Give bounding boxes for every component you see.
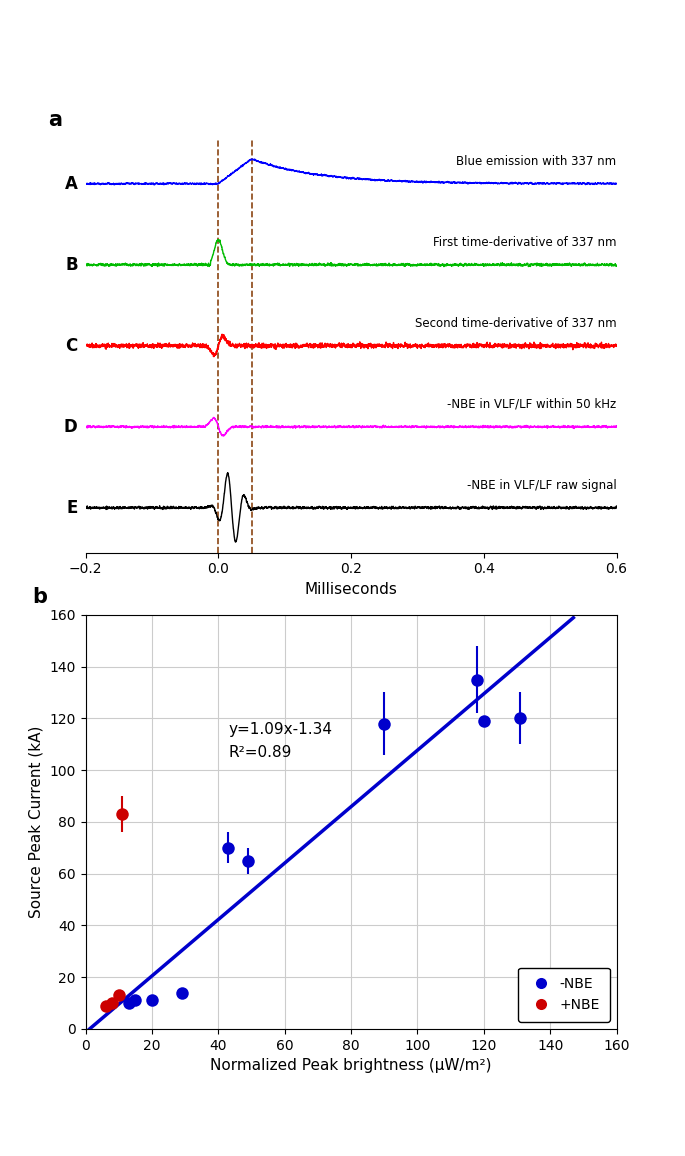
Text: D: D (64, 417, 77, 436)
X-axis label: Milliseconds: Milliseconds (305, 581, 397, 596)
Text: y=1.09x-1.34
R²=0.89: y=1.09x-1.34 R²=0.89 (229, 722, 333, 759)
Text: b: b (32, 586, 47, 607)
Text: First time-derivative of 337 nm: First time-derivative of 337 nm (433, 236, 616, 249)
Text: a: a (49, 111, 62, 131)
Y-axis label: Source Peak Current (kA): Source Peak Current (kA) (29, 726, 44, 918)
Legend: -NBE, +NBE: -NBE, +NBE (518, 968, 610, 1022)
Text: E: E (66, 498, 77, 517)
Text: C: C (65, 336, 77, 355)
Text: -NBE in VLF/LF raw signal: -NBE in VLF/LF raw signal (466, 479, 616, 492)
Text: -NBE in VLF/LF within 50 kHz: -NBE in VLF/LF within 50 kHz (447, 398, 616, 412)
Text: Second time-derivative of 337 nm: Second time-derivative of 337 nm (415, 317, 616, 329)
Text: B: B (65, 255, 77, 274)
Text: Blue emission with 337 nm: Blue emission with 337 nm (456, 155, 616, 168)
Text: A: A (65, 175, 77, 193)
X-axis label: Normalized Peak brightness (μW/m²): Normalized Peak brightness (μW/m²) (210, 1058, 492, 1073)
